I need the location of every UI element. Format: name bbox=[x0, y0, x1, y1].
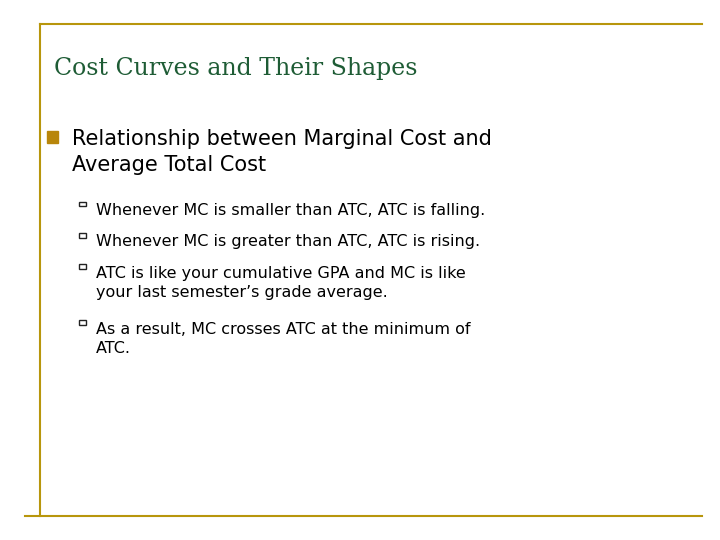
Text: As a result, MC crosses ATC at the minimum of
ATC.: As a result, MC crosses ATC at the minim… bbox=[96, 322, 470, 356]
Text: ATC is like your cumulative GPA and MC is like
your last semester’s grade averag: ATC is like your cumulative GPA and MC i… bbox=[96, 266, 466, 300]
Text: Whenever MC is smaller than ATC, ATC is falling.: Whenever MC is smaller than ATC, ATC is … bbox=[96, 203, 485, 218]
Text: Whenever MC is greater than ATC, ATC is rising.: Whenever MC is greater than ATC, ATC is … bbox=[96, 234, 480, 249]
Text: Cost Curves and Their Shapes: Cost Curves and Their Shapes bbox=[54, 57, 418, 80]
Text: Relationship between Marginal Cost and
Average Total Cost: Relationship between Marginal Cost and A… bbox=[72, 129, 492, 175]
